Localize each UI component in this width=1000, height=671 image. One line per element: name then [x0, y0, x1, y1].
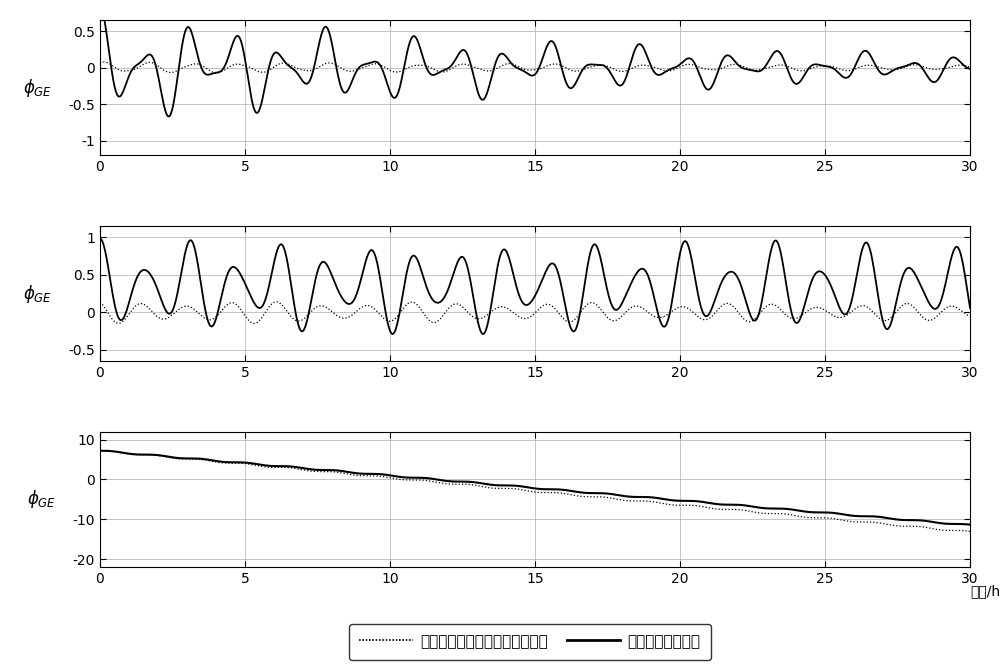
Legend: 单轴旋转调刻格网惯性导航系统, 格网惯性导航系统: 单轴旋转调刻格网惯性导航系统, 格网惯性导航系统 [349, 623, 711, 660]
Y-axis label: $\phi_{GE}$: $\phi_{GE}$ [23, 282, 52, 305]
Text: 小时/h: 小时/h [970, 584, 1000, 599]
Y-axis label: $\phi_{GE}$: $\phi_{GE}$ [23, 76, 52, 99]
Y-axis label: $\phi_{GE}$: $\phi_{GE}$ [27, 488, 57, 511]
